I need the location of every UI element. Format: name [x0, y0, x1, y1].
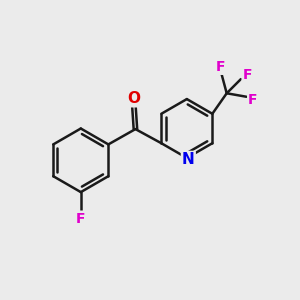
Text: F: F — [243, 68, 252, 82]
Text: F: F — [248, 93, 258, 107]
Text: O: O — [128, 91, 140, 106]
Text: F: F — [76, 212, 86, 226]
Text: F: F — [215, 60, 225, 74]
Text: N: N — [182, 152, 195, 167]
